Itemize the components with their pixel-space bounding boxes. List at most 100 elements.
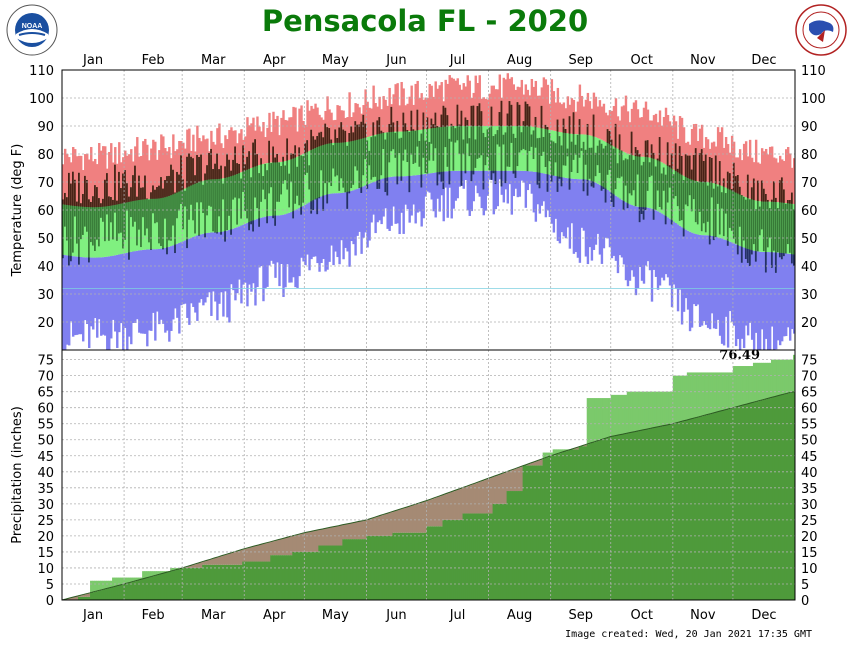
actual-temp-bar	[338, 127, 341, 191]
actual-temp-bar	[770, 199, 773, 268]
precip-above-normal-bar	[614, 394, 618, 436]
record-high-bar	[734, 157, 738, 193]
record-low-bar	[754, 251, 758, 333]
record-low-bar	[164, 247, 167, 333]
precip-actual-bar	[770, 397, 774, 600]
precip-above-normal-bar	[172, 567, 175, 571]
record-high-bar	[678, 116, 682, 174]
record-high-bar	[506, 73, 510, 126]
precip-above-normal-bar	[692, 372, 696, 419]
precip-actual-bar	[648, 428, 652, 600]
actual-temp-bar	[68, 172, 70, 266]
precip-below-normal-bar	[228, 553, 231, 565]
precip-below-normal-bar	[486, 478, 489, 514]
actual-temp-bar	[428, 142, 431, 161]
record-low-bar	[368, 183, 371, 241]
precip-below-normal-bar	[516, 468, 520, 492]
precip-above-normal-bar	[792, 354, 796, 392]
precip-actual-bar	[560, 452, 564, 600]
actual-above-normal-bar	[540, 105, 543, 129]
normal-range-bar	[534, 127, 538, 172]
precip-below-normal-bar	[448, 492, 451, 520]
precip-actual-bar	[290, 555, 293, 600]
record-low-bar	[676, 224, 680, 312]
record-low-bar	[290, 212, 293, 283]
precip-actual-bar	[424, 532, 427, 600]
record-low-bar	[710, 235, 714, 314]
actual-below-normal-bar	[252, 220, 254, 232]
precip-actual-bar	[214, 564, 217, 600]
precip-below-normal-bar	[384, 514, 387, 536]
precip-actual-bar	[184, 567, 187, 600]
precip-above-normal-bar	[548, 452, 552, 457]
actual-below-normal-bar	[504, 170, 507, 184]
actual-above-normal-bar	[152, 185, 154, 199]
precip-below-normal-bar	[374, 517, 377, 536]
precip-ytick-left: 5	[46, 578, 54, 593]
actual-temp-bar	[744, 199, 747, 259]
record-high-bar	[236, 143, 239, 174]
precip-above-normal-bar	[748, 366, 752, 404]
record-high-bar	[80, 155, 83, 207]
precip-above-normal-bar	[716, 372, 720, 412]
precip-above-normal-bar	[96, 580, 99, 592]
precip-below-normal-bar	[576, 447, 580, 450]
actual-above-normal-bar	[234, 146, 236, 175]
record-low-bar	[714, 236, 718, 329]
record-low-bar	[518, 170, 522, 197]
actual-temp-bar	[598, 140, 601, 173]
actual-temp-bar	[672, 174, 675, 199]
record-low-bar	[664, 215, 668, 275]
record-low-bar	[700, 235, 704, 326]
actual-below-normal-bar	[590, 181, 593, 187]
record-low-bar	[660, 213, 664, 278]
record-high-bar	[754, 139, 758, 201]
precip-actual-bar	[298, 551, 301, 600]
actual-below-normal-bar	[78, 256, 80, 265]
actual-temp-bar	[724, 193, 727, 214]
actual-above-normal-bar	[126, 183, 128, 203]
precip-actual-bar	[612, 436, 616, 600]
record-high-bar	[648, 120, 652, 158]
record-low-bar	[550, 175, 554, 224]
precip-above-normal-bar	[780, 359, 784, 395]
precip-actual-bar	[188, 567, 191, 600]
actual-above-normal-bar	[156, 187, 158, 199]
precip-below-normal-bar	[438, 496, 441, 527]
record-low-bar	[216, 232, 219, 321]
record-low-bar	[334, 193, 337, 252]
precip-below-normal-bar	[520, 466, 524, 492]
actual-temp-bar	[156, 187, 158, 223]
actual-above-normal-bar	[674, 143, 677, 172]
precip-actual-bar	[84, 596, 87, 600]
actual-above-normal-bar	[142, 187, 144, 200]
precip-actual-bar	[762, 399, 766, 600]
actual-temp-bar	[72, 171, 74, 253]
record-low-bar	[422, 174, 425, 219]
precip-actual-bar	[404, 532, 407, 600]
actual-temp-bar	[388, 123, 391, 163]
record-low-bar	[684, 229, 688, 299]
month-label-top: Aug	[507, 53, 532, 68]
actual-above-normal-bar	[176, 171, 178, 193]
precip-below-normal-bar	[410, 505, 413, 533]
record-high-bar	[552, 91, 556, 131]
actual-temp-bar	[178, 174, 180, 211]
actual-above-normal-bar	[726, 171, 729, 189]
record-low-bar	[284, 214, 287, 288]
precip-above-normal-bar	[622, 394, 626, 435]
precip-actual-bar	[236, 564, 239, 600]
precip-above-normal-bar	[638, 391, 642, 431]
precip-above-normal-bar	[734, 366, 738, 408]
precip-below-normal-bar	[430, 499, 433, 527]
actual-above-normal-bar	[248, 151, 250, 169]
precip-actual-bar	[700, 416, 704, 600]
record-low-bar	[234, 227, 237, 301]
precip-above-normal-bar	[124, 577, 127, 584]
precip-actual-bar	[350, 539, 353, 600]
actual-temp-bar	[792, 209, 795, 266]
actual-temp-bar	[184, 190, 186, 207]
actual-temp-bar	[66, 197, 68, 241]
record-low-bar	[302, 205, 305, 262]
precip-below-normal-bar	[356, 521, 359, 540]
